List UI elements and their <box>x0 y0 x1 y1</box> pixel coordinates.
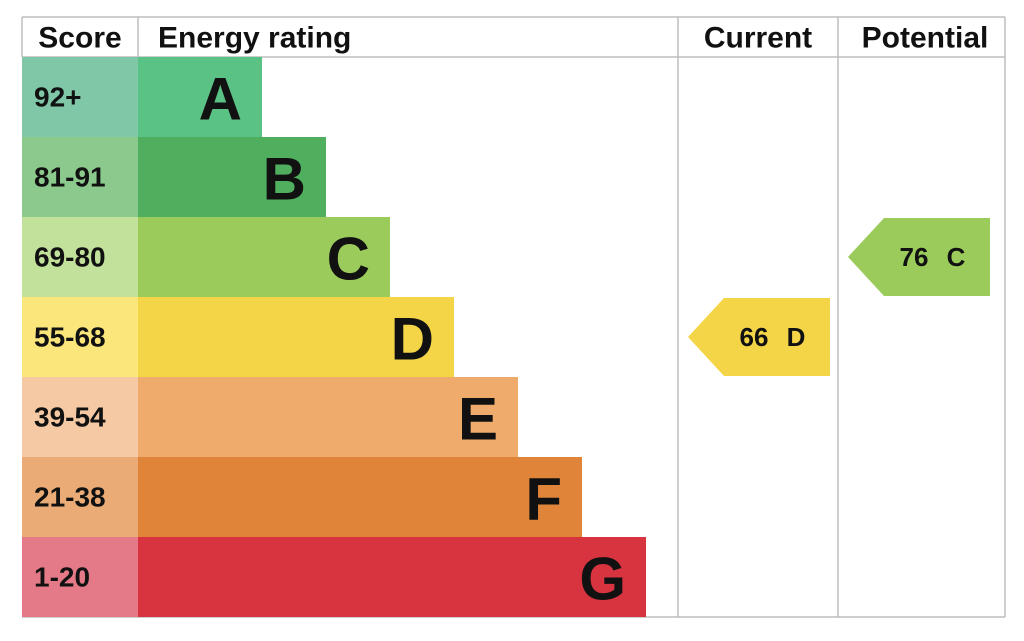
rating-bar <box>138 377 518 457</box>
rating-letter: C <box>327 226 370 293</box>
potential-value: 76 <box>900 242 929 272</box>
potential-arrow <box>848 218 990 296</box>
rating-letter: G <box>579 546 626 613</box>
rating-bar <box>138 457 582 537</box>
rating-letter: E <box>458 386 498 453</box>
rating-letter: B <box>263 146 306 213</box>
score-cell <box>22 57 138 137</box>
score-range: 55-68 <box>34 322 106 353</box>
rating-bar <box>138 217 390 297</box>
header-current: Current <box>704 22 812 55</box>
score-range: 1-20 <box>34 562 90 593</box>
current-arrow <box>688 298 830 376</box>
rating-bar <box>138 137 326 217</box>
rating-letter: D <box>391 306 434 373</box>
rating-letter: F <box>525 466 562 533</box>
score-cell <box>22 137 138 217</box>
score-range: 39-54 <box>34 402 106 433</box>
score-cell <box>22 217 138 297</box>
score-cell <box>22 297 138 377</box>
header-potential: Potential <box>862 22 989 55</box>
score-range: 92+ <box>34 82 82 113</box>
score-range: 21-38 <box>34 482 106 513</box>
current-value: 66 <box>740 322 769 352</box>
potential-letter: C <box>947 242 966 272</box>
rating-bar <box>138 57 262 137</box>
score-range: 69-80 <box>34 242 106 273</box>
rating-letter: A <box>199 66 242 133</box>
rating-bar <box>138 297 454 377</box>
score-cell <box>22 377 138 457</box>
header-rating: Energy rating <box>158 22 351 55</box>
rating-bar <box>138 537 646 617</box>
score-range: 81-91 <box>34 162 106 193</box>
current-letter: D <box>787 322 806 352</box>
header-score: Score <box>38 22 121 55</box>
score-cell <box>22 537 138 617</box>
score-cell <box>22 457 138 537</box>
